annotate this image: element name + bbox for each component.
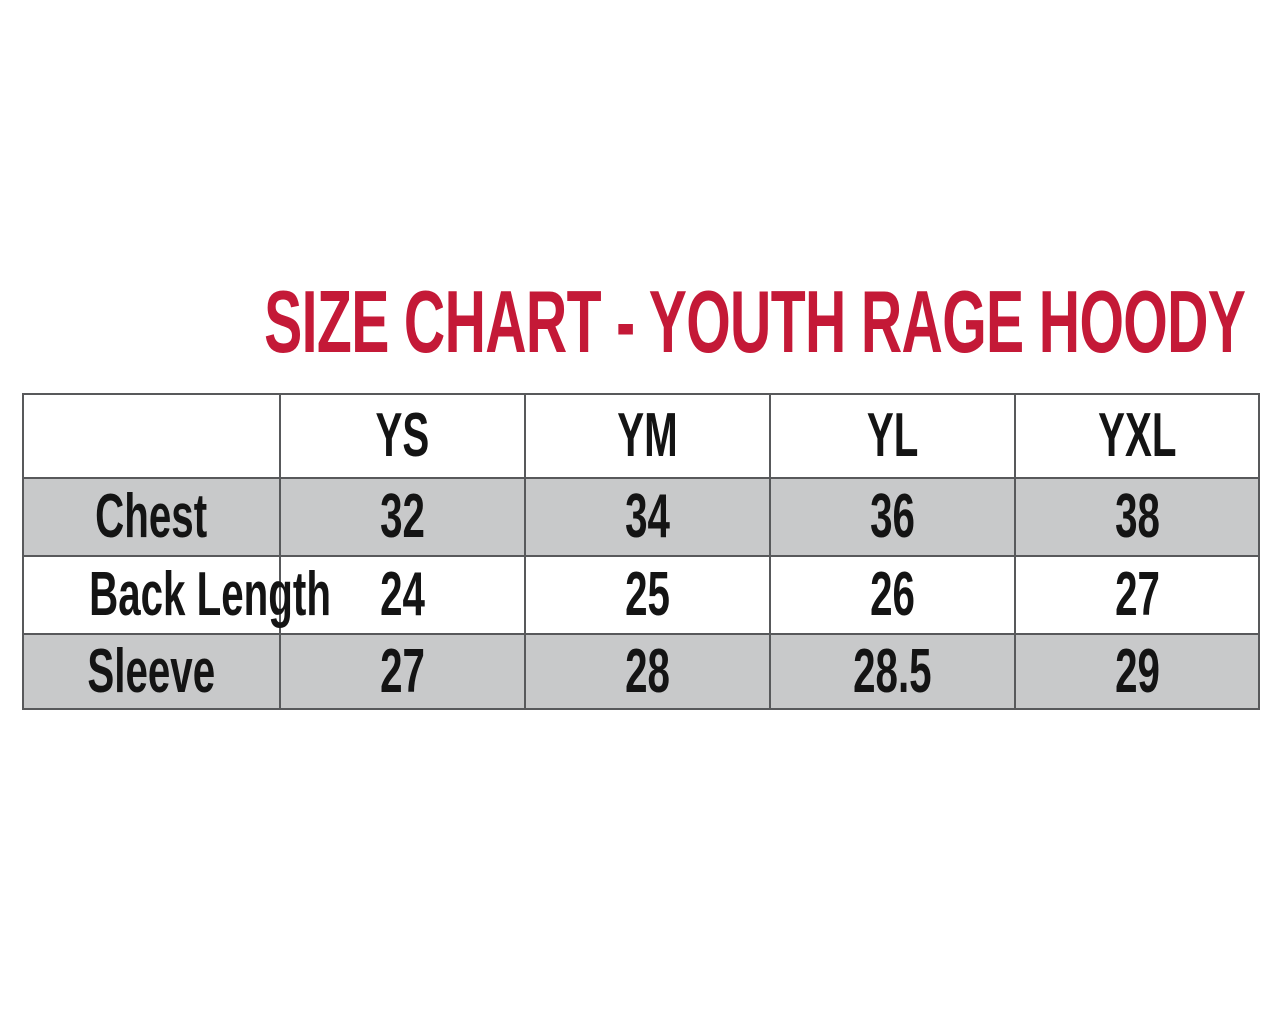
table-header-row: YS YM YL YXL [22,393,1260,479]
value-cell: 29 [1014,633,1260,710]
header-cell-blank [22,393,281,479]
chest-ym-value: 34 [625,482,670,551]
row-label-chest: Chest [95,482,208,551]
value-cell: 34 [524,477,771,557]
column-header-ys: YS [279,393,526,479]
back-length-yxl-value: 27 [1114,560,1160,629]
row-label-cell: Chest [22,477,281,557]
table-row-chest: Chest 32 34 36 38 [22,477,1260,557]
column-header-ym: YM [524,393,771,479]
table-row-sleeve: Sleeve 27 28 28.5 29 [22,633,1260,710]
back-length-ym-value: 25 [625,560,670,629]
sleeve-yl-value: 28.5 [853,636,932,706]
value-cell: 27 [279,633,526,710]
page-title: SIZE CHART - YOUTH RAGE HOODY [264,272,1246,371]
value-cell: 26 [769,555,1016,635]
column-header-yl-label: YL [866,401,919,470]
row-label-cell: Back Length [22,555,331,635]
sleeve-yxl-value: 29 [1114,636,1160,706]
value-cell: 38 [1014,477,1260,557]
column-header-yxl: YXL [1014,393,1260,479]
row-label-cell: Sleeve [22,633,281,710]
chest-yxl-value: 38 [1114,482,1160,551]
value-cell: 36 [769,477,1016,557]
sleeve-ys-value: 27 [380,636,425,706]
value-cell: 28 [524,633,771,710]
table-row-back-length: Back Length 24 25 26 27 [22,555,1260,635]
row-label-sleeve: Sleeve [87,636,216,706]
chest-ys-value: 32 [380,482,425,551]
value-cell: 24 [279,555,526,635]
back-length-ys-value: 24 [380,560,425,629]
value-cell: 32 [279,477,526,557]
column-header-yxl-label: YXL [1097,401,1177,470]
value-cell: 28.5 [769,633,1016,710]
value-cell: 27 [1014,555,1260,635]
column-header-ym-label: YM [617,401,678,470]
chest-yl-value: 36 [870,482,915,551]
sleeve-ym-value: 28 [625,636,670,706]
value-cell: 25 [524,555,771,635]
back-length-yl-value: 26 [870,560,915,629]
page-title-container: SIZE CHART - YOUTH RAGE HOODY [0,278,1280,366]
size-chart-table: YS YM YL YXL Chest 32 34 36 [22,393,1260,710]
row-label-back-length: Back Length [89,560,331,629]
column-header-yl: YL [769,393,1016,479]
column-header-ys-label: YS [375,401,430,470]
